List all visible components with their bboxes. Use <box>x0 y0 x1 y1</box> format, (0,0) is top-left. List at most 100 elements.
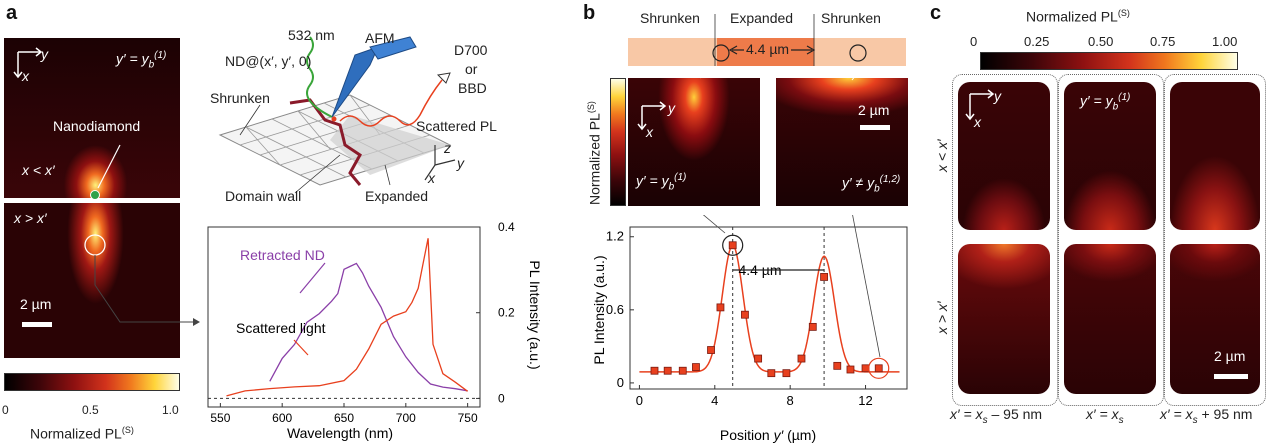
scattered-pl-beam <box>339 79 443 127</box>
connector-arrowhead <box>193 318 200 326</box>
profile-data-point <box>861 364 870 373</box>
heatmap-b-left <box>628 78 760 206</box>
colorbar-c-tick-4: 1.00 <box>1212 34 1238 49</box>
scalebar-label-c: 2 µm <box>1214 348 1246 364</box>
label-retracted: Retracted ND <box>240 247 325 263</box>
map-b-pointer-right <box>851 70 861 81</box>
label-scattered: Scattered light <box>236 320 326 336</box>
row-label-1: x < x′ <box>934 139 950 172</box>
profile-data-point <box>650 366 659 375</box>
retracted-pointer <box>299 262 326 294</box>
spectrum-xtick-label: 750 <box>458 411 478 425</box>
afm-label: AFM <box>365 30 395 46</box>
panel-a-label: a <box>6 2 18 24</box>
panel-b-label: b <box>583 2 596 24</box>
scalebar-c <box>1214 374 1248 379</box>
spectrum-ylabel: PL Intensity (a.u.) <box>527 260 543 369</box>
strip-expanded: Expanded <box>730 10 794 26</box>
axis-y-label-c: y <box>994 88 1001 104</box>
roi-circle-a <box>84 234 106 256</box>
detector-bbd: BBD <box>458 80 487 96</box>
profile-data-point <box>846 365 855 374</box>
axis-x-label-c: x <box>974 114 981 130</box>
spectrum-ytick-label: 0 <box>498 391 505 405</box>
laser-beam <box>306 36 333 118</box>
expanded-region <box>330 115 450 175</box>
map-b-left-text: y′ = yb(1) <box>636 172 687 193</box>
profile-xlabel: Position y′ (µm) <box>720 427 816 443</box>
heatmap-c-r2c3 <box>1170 244 1260 394</box>
profile-xtick-label: 8 <box>787 393 794 408</box>
col-label-3: x′ = xs + 95 nm <box>1160 406 1253 426</box>
profile-data-point <box>678 366 687 375</box>
series-retracted-nd <box>269 262 468 392</box>
profile-ytick-label: 0.6 <box>606 302 624 317</box>
shrunken-label-a: Shrunken <box>210 90 270 106</box>
nd-dot <box>331 116 337 122</box>
spectrum-ytick-label: 0.4 <box>498 220 515 234</box>
nanodiamond-pointer <box>97 144 121 189</box>
peak-circle <box>722 234 744 256</box>
heatmap-bottom-a <box>4 203 180 358</box>
col-label-2: x′ = xs <box>1086 406 1124 426</box>
condition-top-a: x < x′ <box>22 162 55 178</box>
axis-x-label-b: x <box>646 124 653 140</box>
distance-arrowheads <box>728 45 816 55</box>
profile-vlines <box>732 227 825 389</box>
map-b-right-text: y′ ≠ yb(1,2) <box>842 174 901 195</box>
row-label-2: x > x′ <box>934 301 950 334</box>
profile-data-point <box>820 273 828 281</box>
scattered-pl-label: Scattered PL <box>416 118 497 134</box>
condition-bottom-a: x > x′ <box>14 210 47 226</box>
axis-x-label-a: x <box>22 68 29 84</box>
profile-data-point <box>797 354 806 363</box>
detector-or: or <box>465 61 478 77</box>
axis-x-label-schem: x <box>428 170 435 186</box>
colorbar-c-tick-1: 0.25 <box>1024 34 1050 49</box>
profile-xtick-label: 4 <box>711 393 718 408</box>
colorbar-a-tick-0: 0 <box>2 403 9 417</box>
map-b-pointer-left <box>699 70 707 79</box>
maps-c-overlay <box>965 89 1248 379</box>
heatmap-c-r2c2 <box>1064 244 1156 394</box>
heatmap-c-r1c3 <box>1170 82 1260 230</box>
heatmap-c-r2c1 <box>958 244 1050 394</box>
profile-points <box>650 241 883 378</box>
profile-ytick-label: 1.2 <box>606 229 624 244</box>
domain-wall-label: Domain wall <box>225 188 302 204</box>
scalebar-label-a: 2 µm <box>20 296 52 312</box>
panel-c-label: c <box>930 2 942 24</box>
domain-wall-pointer <box>294 154 341 194</box>
series-scattered-light <box>226 238 468 397</box>
axis-arrows-c <box>965 89 995 121</box>
shrunken-pointer <box>239 104 261 136</box>
nanodiamond-label: Nanodiamond <box>53 118 141 134</box>
axis-z-label: z <box>444 140 451 156</box>
col-label-1: x′ = xs – 95 nm <box>950 406 1043 426</box>
colorbar-b <box>610 78 626 206</box>
heatmap-c-r1c1 <box>958 82 1050 230</box>
scalebar-b <box>860 125 890 130</box>
profile-xtick-label: 0 <box>636 393 643 408</box>
strip-overlay <box>712 14 867 66</box>
axis-y-label-b: y <box>668 100 675 116</box>
schematic <box>218 36 456 194</box>
profile-yticks: 0 0.6 1.2 <box>606 229 634 390</box>
spectrum-ytick-label: 0.2 <box>498 306 515 320</box>
profile-data-point <box>767 369 776 378</box>
scattered-pointer <box>293 339 309 356</box>
profile-data-point <box>782 369 791 378</box>
colorbar-c-label: Normalized PL(S) <box>1026 8 1130 25</box>
scalebar-label-b: 2 µm <box>858 102 890 118</box>
yprime-label-c: y′ = yb(1) <box>1080 92 1131 113</box>
axis-y-label-schem: y <box>457 155 464 171</box>
colorbar-c-tick-0: 0 <box>970 34 978 49</box>
strip-shrunken-right: Shrunken <box>821 10 881 26</box>
heatmap-b-right <box>776 78 908 206</box>
profile-data-point <box>663 366 672 375</box>
profile-data-point <box>741 310 749 319</box>
axis-arrows-a <box>13 47 43 79</box>
colorbar-c-tick-2: 0.50 <box>1088 34 1114 49</box>
spectrum-xtick-label: 550 <box>210 411 230 425</box>
profile-xtick-label: 12 <box>858 393 872 408</box>
